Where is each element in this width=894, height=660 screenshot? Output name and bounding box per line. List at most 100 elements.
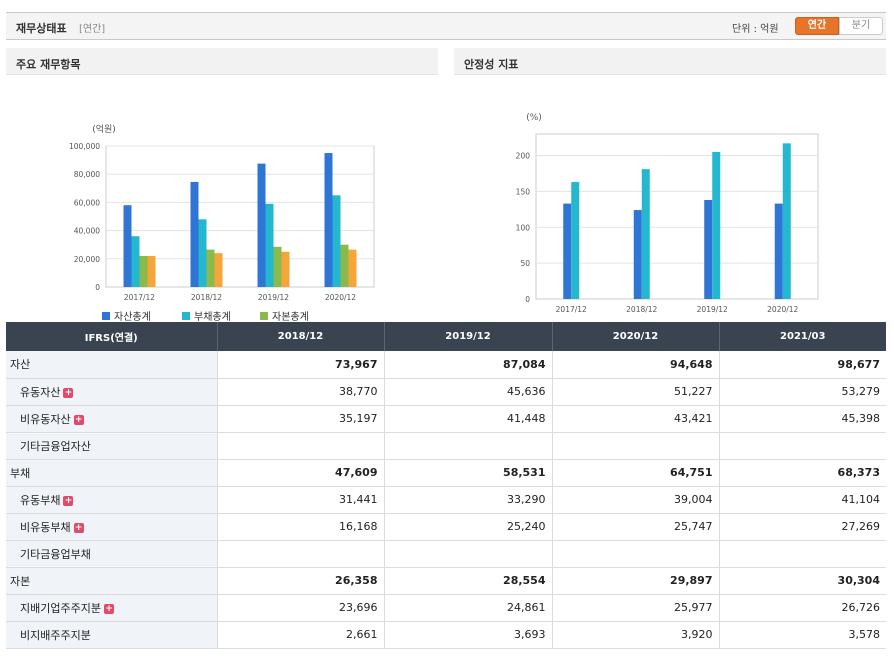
stability-chart: 0 50 100 150 200 (%) 2017/12 2018/12 2019/12 2020…: [516, 113, 819, 314]
value-cell: 41,448: [383, 405, 552, 433]
financial-items-title: 주요 재무항목: [6, 48, 438, 75]
bar: [712, 151, 721, 299]
row-label: 기타금융업부채: [20, 547, 91, 561]
row-label: 비지배주주지분: [20, 628, 91, 642]
x-tick-label: 2017/12: [124, 293, 155, 302]
value-cell: 41,104: [718, 486, 886, 514]
header-ifrs: IFRS(연결): [6, 322, 217, 351]
value-cell: [383, 432, 552, 460]
table-row: 기타금융업부채: [6, 540, 886, 568]
value-cell: 87,084: [383, 351, 552, 379]
y-axis-label: (억원): [92, 123, 116, 135]
x-tick-label: 2019/12: [697, 305, 728, 314]
value-cell: 73,967: [216, 351, 384, 379]
value-cell: 27,269: [718, 513, 886, 541]
table-row: 자본 26,358 28,554 29,897 30,304: [6, 567, 886, 595]
bar: [139, 255, 148, 287]
row-label-cell: 부채: [6, 459, 217, 487]
table-row: 비유동자산 +35,197 41,448 43,421 45,398: [6, 405, 886, 433]
plot-area: [535, 133, 819, 300]
value-cell: [718, 540, 886, 568]
row-label-cell: 기타금융업자산: [6, 432, 217, 460]
value-cell: 33,290: [383, 486, 552, 514]
bar: [774, 203, 783, 299]
y-tick-label: 80,000: [74, 170, 100, 179]
value-cell: [383, 540, 552, 568]
annual-toggle-button[interactable]: 연간: [795, 17, 839, 35]
bar: [214, 253, 223, 287]
row-label-cell[interactable]: 유동부채 +: [6, 486, 217, 514]
expand-icon[interactable]: +: [73, 522, 84, 533]
x-tick-label: 2018/12: [626, 305, 657, 314]
table-row: 유동자산 +38,770 45,636 51,227 53,279: [6, 378, 886, 406]
legend-swatch: [102, 312, 110, 320]
value-cell: 53,279: [718, 378, 886, 406]
balance-sheet-table: IFRS(연결) 2018/12 2019/12 2020/12 2021/03…: [6, 322, 886, 649]
row-label-cell[interactable]: 비유동자산 +: [6, 405, 217, 433]
bar: [206, 249, 215, 287]
value-cell: 3,920: [551, 621, 719, 649]
value-cell: 28,554: [383, 567, 552, 595]
value-cell: 3,578: [718, 621, 886, 649]
row-label-cell[interactable]: 지배기업주주지분 +: [6, 594, 217, 622]
row-label-cell: 자본: [6, 567, 217, 595]
bar: [273, 246, 282, 287]
x-tick-label: 2017/12: [556, 305, 587, 314]
value-cell: 38,770: [216, 378, 384, 406]
table-row: 지배기업주주지분 +23,696 24,861 25,977 26,726: [6, 594, 886, 622]
row-label: 부채: [10, 466, 31, 480]
value-cell: 39,004: [551, 486, 719, 514]
y-tick-label: 0: [525, 295, 530, 304]
table-row: 기타금융업자산: [6, 432, 886, 460]
row-label: 기타금융업자산: [20, 439, 91, 453]
expand-icon[interactable]: +: [63, 495, 74, 506]
legend-label: 자산총계: [114, 311, 151, 322]
legend-label: 자본총계: [272, 311, 309, 322]
value-cell: 25,747: [551, 513, 719, 541]
bar: [704, 200, 713, 299]
bar: [131, 236, 140, 287]
quarter-toggle-button[interactable]: 분기: [839, 17, 883, 35]
value-cell: 68,373: [718, 459, 886, 487]
bar: [257, 163, 266, 287]
bar: [348, 249, 357, 287]
header-period: 2020/12: [551, 322, 719, 351]
expand-icon[interactable]: +: [103, 603, 114, 614]
value-cell: 25,240: [383, 513, 552, 541]
expand-icon[interactable]: +: [63, 387, 74, 398]
table-row: 비지배주주지분 2,661 3,693 3,920 3,578: [6, 621, 886, 649]
bar: [324, 153, 333, 287]
row-label-cell[interactable]: 유동자산 +: [6, 378, 217, 406]
y-tick-label: 50: [520, 259, 530, 268]
row-label: 자산: [10, 358, 31, 372]
value-cell: 3,693: [383, 621, 552, 649]
financial-items-panel: 주요 재무항목 0 20,000 40,000 60,000 80,000 100,000…: [6, 48, 438, 322]
value-cell: [551, 540, 719, 568]
expand-icon[interactable]: +: [73, 414, 84, 425]
value-cell: 29,897: [551, 567, 719, 595]
header-period: 2019/12: [383, 322, 552, 351]
row-label: 유동자산: [20, 385, 61, 399]
value-cell: 64,751: [551, 459, 719, 487]
row-label: 비유동자산: [20, 412, 71, 426]
bar: [641, 169, 650, 299]
stability-panel: 안정성 지표 0 50 100 150 200 (%) 2017/12 2018/12 2019…: [454, 48, 886, 322]
x-tick-label: 2018/12: [191, 293, 222, 302]
bar: [123, 205, 132, 287]
value-cell: 26,726: [718, 594, 886, 622]
bar: [782, 143, 791, 299]
value-cell: 26,358: [216, 567, 384, 595]
y-tick-label: 40,000: [74, 227, 100, 236]
value-cell: 35,197: [216, 405, 384, 433]
value-cell: 58,531: [383, 459, 552, 487]
table-row: 비유동부채 +16,168 25,240 25,747 27,269: [6, 513, 886, 541]
y-tick-label: 20,000: [74, 255, 100, 264]
stability-title: 안정성 지표: [454, 48, 886, 75]
value-cell: 23,696: [216, 594, 384, 622]
value-cell: 24,861: [383, 594, 552, 622]
value-cell: 45,636: [383, 378, 552, 406]
bar: [571, 182, 580, 299]
value-cell: 98,677: [718, 351, 886, 379]
row-label-cell[interactable]: 비유동부채 +: [6, 513, 217, 541]
legend-label: 부채총계: [194, 311, 231, 322]
